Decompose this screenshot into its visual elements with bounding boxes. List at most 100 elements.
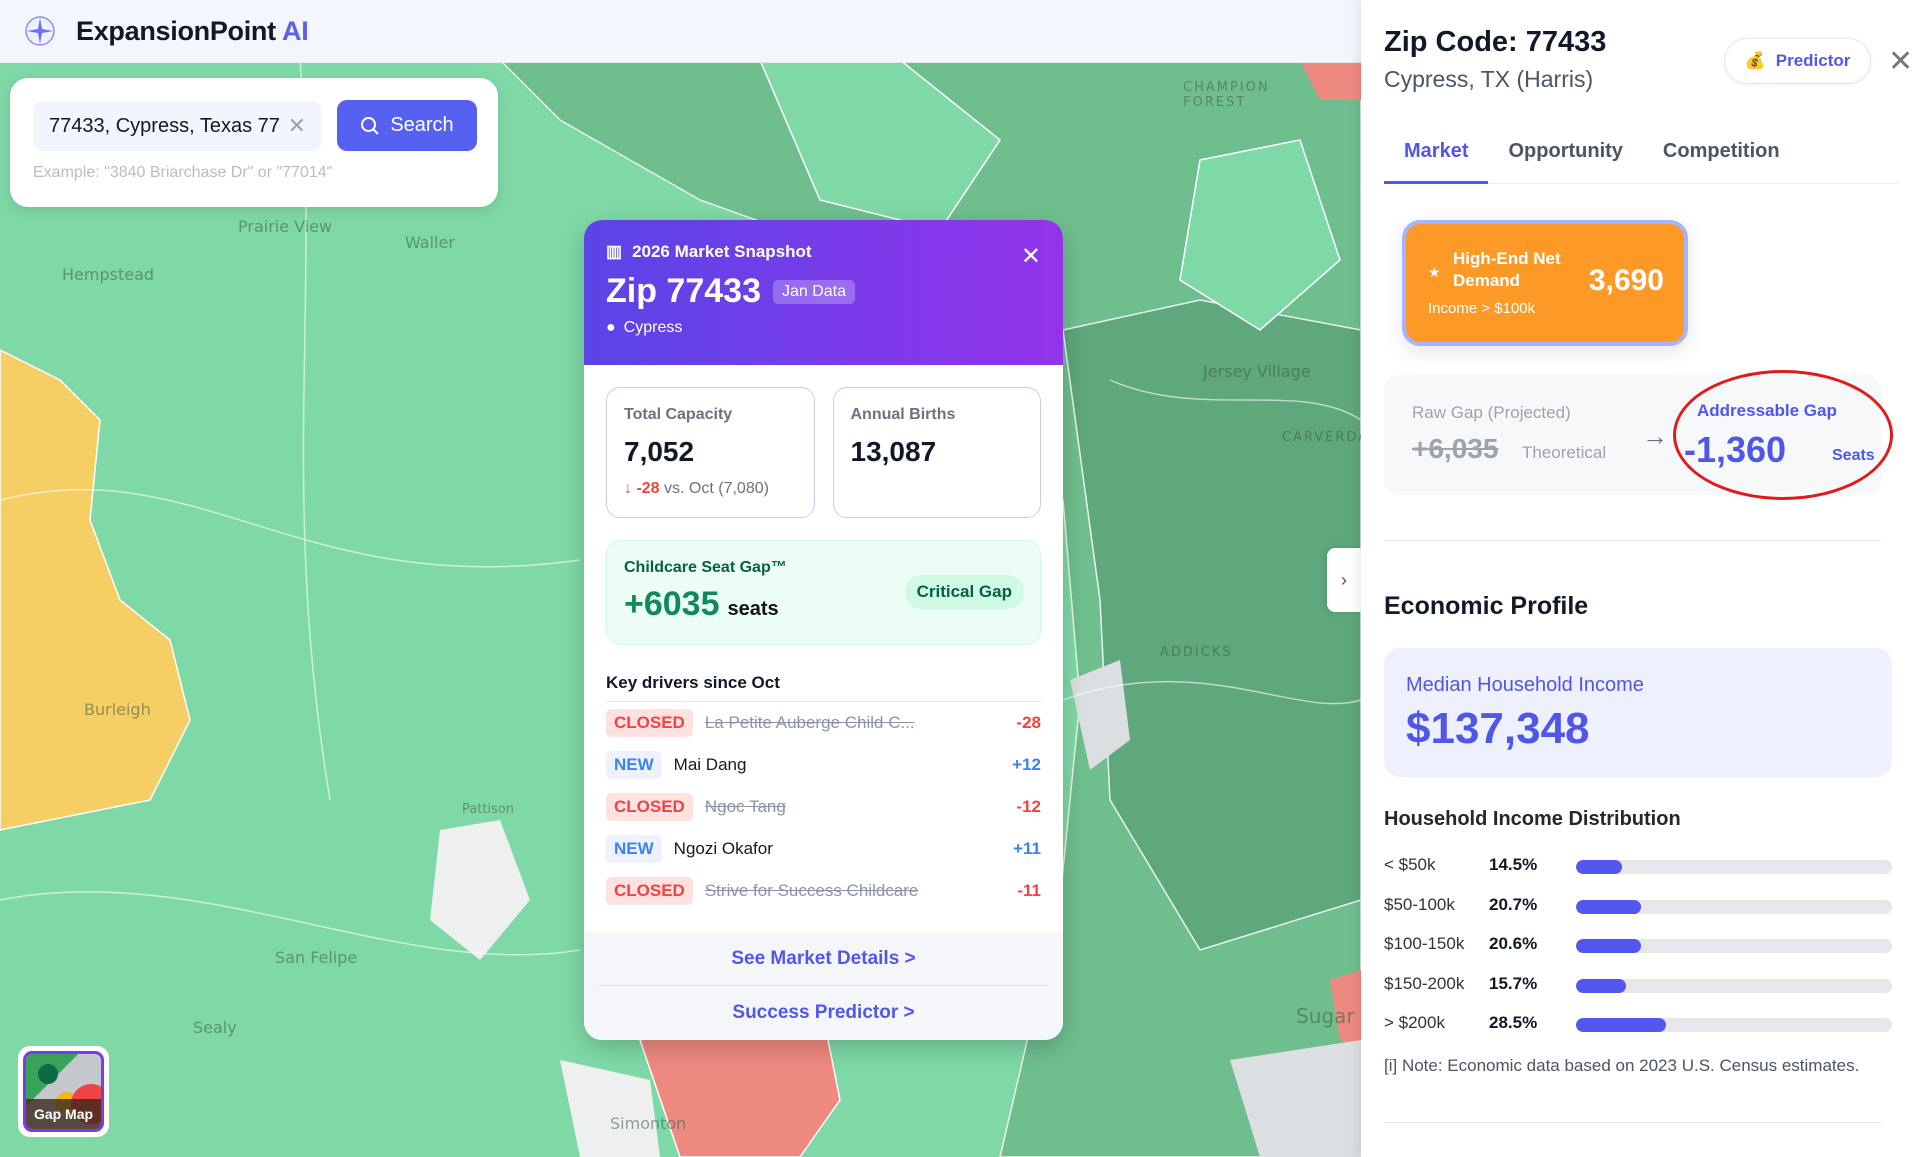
tab-market[interactable]: Market bbox=[1384, 136, 1489, 184]
income-bracket-row: > $200k 28.5% bbox=[1384, 1013, 1892, 1037]
map-label: Sugar bbox=[1296, 1004, 1355, 1028]
money-bag-icon: 💰 bbox=[1744, 51, 1766, 70]
map-label: Jersey Village bbox=[1203, 362, 1311, 381]
driver-row: NEW Ngozi Okafor +11 bbox=[606, 828, 1041, 870]
panel-subtitle: Cypress, TX (Harris) bbox=[1384, 66, 1594, 92]
median-income-card: Median Household Income $137,348 bbox=[1384, 648, 1892, 777]
bracket-label: < $50k bbox=[1384, 855, 1436, 874]
map-label: Sealy bbox=[193, 1018, 237, 1037]
seat-delta: +11 bbox=[1013, 839, 1041, 858]
status-badge: CLOSED bbox=[606, 793, 693, 821]
map-region bbox=[1330, 970, 1361, 1050]
predictor-button[interactable]: 💰 Predictor bbox=[1724, 38, 1871, 84]
bracket-percent: 14.5% bbox=[1489, 855, 1538, 874]
map-region bbox=[430, 820, 530, 960]
see-market-details-link[interactable]: See Market Details > bbox=[731, 948, 916, 969]
close-icon[interactable]: ✕ bbox=[1020, 243, 1041, 270]
bracket-bar-fill bbox=[1576, 860, 1622, 874]
bracket-bar-track bbox=[1576, 978, 1892, 993]
status-badge: NEW bbox=[606, 835, 662, 863]
status-badge: NEW bbox=[606, 751, 662, 779]
success-predictor-link[interactable]: Success Predictor > bbox=[732, 1002, 915, 1023]
bracket-percent: 20.7% bbox=[1489, 894, 1538, 914]
section-title: Economic Profile bbox=[1384, 592, 1589, 620]
map-label: ADDICKS bbox=[1160, 645, 1233, 660]
high-end-demand-card: ★ High-End Net Demand Income > $100k 3,6… bbox=[1402, 220, 1688, 346]
income-bracket-row: $50-100k 20.7% bbox=[1384, 895, 1892, 919]
bar-chart-icon: ▥ bbox=[606, 242, 623, 261]
bracket-label: $100-150k bbox=[1384, 934, 1465, 953]
search-input[interactable]: 77433, Cypress, Texas 77433✕ bbox=[33, 101, 322, 151]
collapse-panel-button[interactable]: › bbox=[1327, 548, 1361, 612]
footnote: [i] Note: Economic data based on 2023 U.… bbox=[1384, 1056, 1860, 1075]
bracket-percent: 20.6% bbox=[1489, 934, 1538, 953]
clear-icon[interactable]: ✕ bbox=[287, 113, 306, 138]
map-region bbox=[1230, 1040, 1361, 1157]
bracket-bar-fill bbox=[1576, 939, 1642, 953]
app-header: ExpansionPoint AI bbox=[0, 0, 1361, 63]
driver-row: CLOSED Strive for Success Childcare -11 bbox=[606, 870, 1041, 912]
highlight-annotation-circle bbox=[1673, 370, 1893, 500]
search-icon bbox=[361, 116, 380, 135]
driver-row: CLOSED Ngoc Tang -12 bbox=[606, 786, 1041, 828]
provider-name: Ngoc Tang bbox=[704, 797, 786, 816]
provider-name: Strive for Success Childcare bbox=[704, 881, 919, 900]
close-icon[interactable]: ✕ bbox=[1888, 45, 1914, 78]
status-badge: CLOSED bbox=[606, 877, 693, 905]
total-capacity-card: Total Capacity 7,052 ↓ -28 vs. Oct (7,08… bbox=[606, 387, 815, 518]
map-label: Simonton bbox=[610, 1114, 687, 1133]
zip-title: Zip 77433 bbox=[606, 272, 761, 310]
bracket-bar-track bbox=[1576, 860, 1892, 874]
bracket-label: $150-200k bbox=[1384, 973, 1465, 993]
map-label: Waller bbox=[405, 233, 455, 252]
bracket-bar-track bbox=[1576, 939, 1892, 953]
search-card: 77433, Cypress, Texas 77433✕ Search Exam… bbox=[10, 78, 498, 207]
bracket-bar-fill bbox=[1576, 978, 1626, 993]
bracket-bar-fill bbox=[1576, 899, 1642, 914]
tab-competition[interactable]: Competition bbox=[1662, 140, 1780, 162]
provider-name: La Petite Auberge Child C... bbox=[704, 713, 915, 732]
arrow-right-icon: → bbox=[1642, 421, 1668, 451]
arrow-down-icon: ↓ bbox=[624, 480, 632, 497]
compass-icon bbox=[25, 16, 55, 46]
map-label: CARVERDALE bbox=[1282, 430, 1389, 445]
seat-gap-card: Childcare Seat Gap™ +6035 seats Critical … bbox=[606, 540, 1041, 645]
bracket-bar-fill bbox=[1576, 1018, 1667, 1032]
status-badge: CLOSED bbox=[606, 709, 693, 737]
search-button[interactable]: Search bbox=[337, 100, 477, 151]
map-label: Pattison bbox=[462, 802, 514, 817]
drivers-heading: Key drivers since Oct bbox=[606, 673, 1041, 702]
panel-tabs: Market Opportunity Competition bbox=[1384, 136, 1899, 184]
seat-delta: -11 bbox=[1017, 881, 1041, 900]
bracket-bar-track bbox=[1576, 899, 1892, 914]
provider-name: Ngozi Okafor bbox=[673, 839, 773, 858]
data-badge: Jan Data bbox=[772, 279, 856, 304]
map-label: Burleigh bbox=[84, 700, 151, 719]
panel-title: Zip Code: 77433 bbox=[1384, 26, 1607, 58]
market-snapshot-popup: ▥ 2026 Market Snapshot ✕ Zip 77433 Jan Dat… bbox=[584, 220, 1063, 1040]
bracket-label: $50-100k bbox=[1384, 894, 1455, 914]
driver-row: NEW Mai Dang +12 bbox=[606, 744, 1041, 786]
app-logo: ExpansionPoint AI bbox=[76, 15, 309, 46]
search-hint: Example: "3840 Briarchase Dr" or "77014" bbox=[33, 164, 333, 181]
map-region bbox=[1300, 60, 1361, 100]
zip-detail-panel: Zip Code: 77433 Cypress, TX (Harris) 💰 Pr… bbox=[1361, 0, 1920, 1157]
star-icon: ★ bbox=[1428, 264, 1441, 280]
map-region bbox=[560, 1060, 660, 1157]
income-bracket-row: < $50k 14.5% bbox=[1384, 855, 1892, 879]
annual-births-card: Annual Births 13,087 bbox=[832, 387, 1041, 518]
map-label: CHAMPION FOREST bbox=[1183, 80, 1270, 110]
tab-opportunity[interactable]: Opportunity bbox=[1508, 140, 1623, 162]
location-pin-icon: ● bbox=[606, 319, 616, 336]
chevron-right-icon: › bbox=[1341, 569, 1347, 590]
bracket-percent: 15.7% bbox=[1489, 973, 1538, 993]
map-label: Prairie View bbox=[238, 217, 333, 236]
driver-row: CLOSED La Petite Auberge Child C... -28 bbox=[606, 702, 1041, 744]
income-bracket-row: $150-200k 15.7% bbox=[1384, 974, 1892, 998]
provider-name: Mai Dang bbox=[673, 755, 747, 774]
income-bracket-row: $100-150k 20.6% bbox=[1384, 934, 1892, 958]
gap-map-button[interactable]: Gap Map bbox=[18, 1046, 109, 1137]
bracket-label: > $200k bbox=[1384, 1013, 1445, 1032]
seat-delta: -28 bbox=[1016, 713, 1041, 732]
seat-delta: -12 bbox=[1016, 797, 1041, 816]
